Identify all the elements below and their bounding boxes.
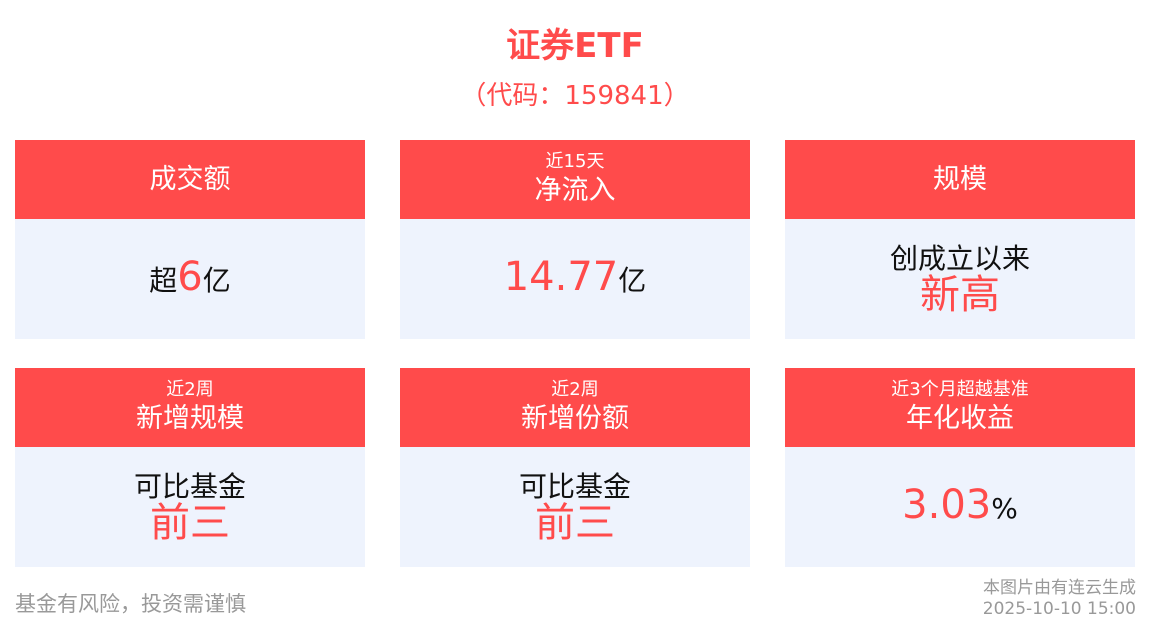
card-label: 年化收益 — [906, 402, 1014, 434]
card-body: 14.77亿 — [400, 219, 750, 339]
card-label: 新增规模 — [136, 402, 244, 434]
generated-info: 本图片由有连云生成 2025-10-10 15:00 — [983, 578, 1136, 620]
card-subtitle: 近2周 — [166, 378, 214, 400]
card-subtitle: 近2周 — [551, 378, 599, 400]
highlight-value: 14.77 — [503, 254, 619, 300]
card-label: 规模 — [933, 163, 987, 195]
card-header: 近2周 新增规模 — [15, 368, 365, 447]
timestamp: 2025-10-10 15:00 — [982, 599, 1136, 619]
card-value-line: 14.77亿 — [504, 257, 647, 299]
card-value-line: 创成立以来 — [890, 241, 1030, 277]
card-label: 成交额 — [149, 163, 231, 195]
card-subtitle: 近15天 — [545, 150, 605, 172]
metric-card: 规模 创成立以来 新高 — [785, 140, 1135, 339]
metric-card: 成交额超6亿 — [15, 140, 365, 339]
metric-card: 近15天 净流入 14.77亿 — [400, 140, 750, 339]
card-body: 可比基金 前三 — [15, 447, 365, 567]
card-value-line: 前三 — [150, 503, 230, 545]
value-text: 亿 — [202, 264, 231, 297]
card-value-line: 新高 — [920, 275, 1000, 317]
card-value-line: 3.03% — [902, 485, 1018, 527]
value-text: 创成立以来 — [889, 242, 1030, 275]
value-text: % — [991, 492, 1018, 525]
value-text: 超 — [149, 264, 178, 297]
card-value-line: 可比基金 — [134, 469, 246, 505]
card-header: 规模 — [785, 140, 1135, 219]
card-body: 3.03% — [785, 447, 1135, 567]
card-subtitle: 近3个月超越基准 — [891, 378, 1029, 400]
card-header: 近2周 新增份额 — [400, 368, 750, 447]
card-body: 可比基金 前三 — [400, 447, 750, 567]
card-header: 近3个月超越基准 年化收益 — [785, 368, 1135, 447]
highlight-value: 3.03 — [902, 482, 992, 528]
highlight-value: 6 — [177, 254, 203, 300]
highlight-value: 新高 — [920, 272, 1000, 318]
metric-card: 近2周 新增份额 可比基金 前三 — [400, 368, 750, 567]
card-body: 超6亿 — [15, 219, 365, 339]
value-text: 可比基金 — [518, 470, 631, 503]
value-text: 可比基金 — [133, 470, 246, 503]
highlight-value: 前三 — [535, 500, 615, 546]
card-header: 近15天 净流入 — [400, 140, 750, 219]
card-label: 净流入 — [534, 174, 616, 206]
fund-code: （代码：159841） — [460, 81, 690, 111]
risk-disclaimer: 基金有风险，投资需谨慎 — [15, 592, 246, 616]
card-value-line: 可比基金 — [519, 469, 631, 505]
card-header: 成交额 — [15, 140, 365, 219]
highlight-value: 前三 — [150, 500, 230, 546]
generated-by: 本图片由有连云生成 — [983, 578, 1136, 598]
metric-card: 近2周 新增规模 可比基金 前三 — [15, 368, 365, 567]
metric-card: 近3个月超越基准 年化收益 3.03% — [785, 368, 1135, 567]
card-value-line: 前三 — [535, 503, 615, 545]
card-body: 创成立以来 新高 — [785, 219, 1135, 339]
card-label: 新增份额 — [521, 402, 629, 434]
page-title: 证券ETF — [506, 26, 644, 66]
value-text: 亿 — [618, 264, 647, 297]
card-value-line: 超6亿 — [149, 257, 231, 299]
